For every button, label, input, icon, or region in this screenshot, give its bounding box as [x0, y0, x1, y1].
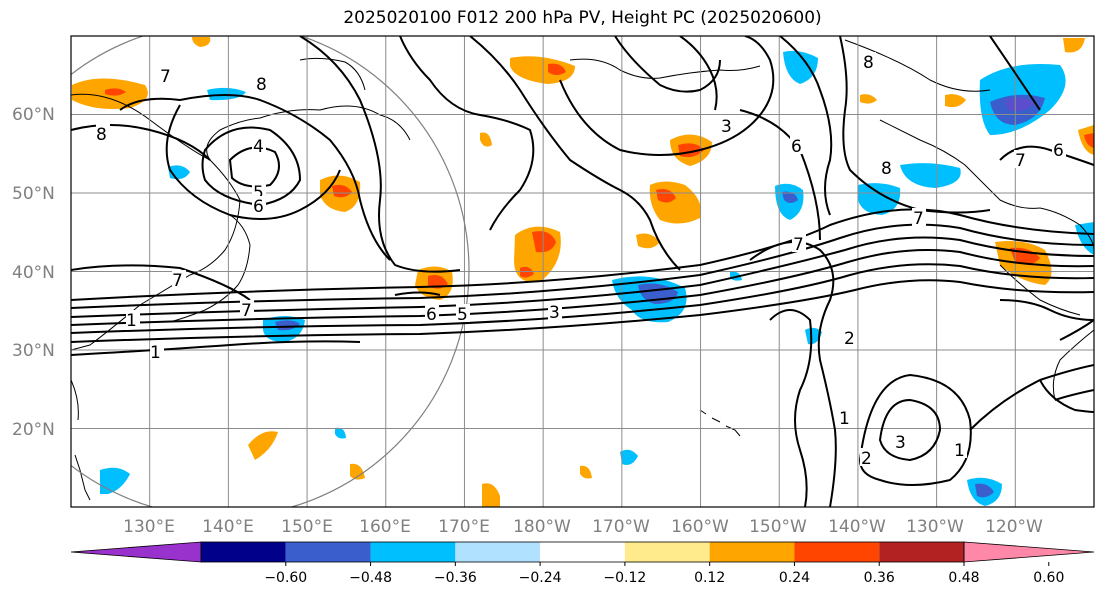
colorbar: −0.60 −0.48 −0.36 −0.24 −0.12 0.12 0.24 0.36 0.4… — [70, 541, 1095, 586]
contour-label: 7 — [913, 209, 924, 229]
contour-label: 7 — [793, 235, 804, 255]
contour-label: 2 — [844, 329, 855, 349]
contour-label: 3 — [549, 303, 560, 323]
colorbar-cell — [370, 542, 456, 562]
contour-label: 7 — [160, 67, 171, 87]
colorbar-tick-label: −0.12 — [603, 570, 646, 586]
lon-tick-label: 160°E — [359, 517, 411, 537]
colorbar-cell — [540, 542, 625, 562]
lon-tick-label: 140°W — [828, 517, 886, 537]
lon-tick-label: 180°W — [513, 517, 571, 537]
contour-label: 7 — [1015, 151, 1026, 171]
reference-circle — [71, 36, 470, 507]
colorbar-extend-max — [963, 541, 1095, 563]
colorbar-cell — [624, 542, 710, 562]
contour-label: 3 — [895, 433, 906, 453]
pv-shading — [72, 37, 1094, 507]
latitude-labels: 60°N 50°N 40°N 30°N 20°N — [12, 105, 55, 440]
map-frame — [70, 35, 1095, 508]
chart-title: 2025020100 F012 200 hPa PV, Height PC (2… — [343, 8, 822, 28]
contour-label: 2 — [861, 449, 872, 469]
contour-label: 1 — [126, 311, 137, 331]
gridlines — [71, 36, 1094, 507]
contour-label: 8 — [256, 75, 267, 95]
lon-tick-label: 170°W — [592, 517, 650, 537]
colorbar-tick-label: 0.36 — [864, 570, 895, 586]
lon-tick-label: 130°W — [906, 517, 964, 537]
colorbar-cell — [201, 542, 286, 562]
lat-tick-label: 30°N — [12, 341, 55, 361]
height-contours — [71, 36, 1094, 507]
colorbar-tick-label: −0.24 — [519, 570, 562, 586]
longitude-labels: 130°E 140°E 150°E 160°E 170°E 180°W 170°… — [123, 517, 1043, 537]
lon-tick-label: 150°E — [281, 517, 333, 537]
contour-label: 4 — [253, 137, 264, 157]
lat-tick-label: 50°N — [12, 184, 55, 204]
contour-label: 6 — [253, 197, 264, 217]
contour-label: 6 — [791, 137, 802, 157]
lon-tick-label: 140°E — [202, 517, 254, 537]
colorbar-tick-label: −0.48 — [349, 570, 392, 586]
colorbar-tick-label: −0.60 — [264, 570, 307, 586]
colorbar-outline — [200, 541, 965, 563]
colorbar-cell — [794, 542, 880, 562]
colorbar-cell — [285, 542, 371, 562]
colorbar-tick-label: 0.24 — [779, 570, 810, 586]
lat-tick-label: 40°N — [12, 263, 55, 283]
contour-label: 5 — [457, 305, 468, 325]
colorbar-tick-label: 0.12 — [694, 570, 725, 586]
lat-tick-label: 60°N — [12, 105, 55, 125]
colorbar-extend-min — [70, 541, 202, 563]
contour-label: 8 — [96, 125, 107, 145]
colorbar-tick-label: −0.36 — [434, 570, 477, 586]
contour-label: 6 — [426, 305, 437, 325]
contour-label: 3 — [721, 117, 732, 137]
lat-tick-label: 20°N — [12, 420, 55, 440]
lon-tick-label: 170°E — [438, 517, 490, 537]
contour-label: 8 — [881, 159, 892, 179]
contour-label: 1 — [150, 343, 161, 363]
lon-tick-label: 130°E — [123, 517, 175, 537]
colorbar-tick-label: 0.60 — [1033, 570, 1064, 586]
colorbar-cell — [879, 542, 964, 562]
contour-label: 7 — [241, 301, 252, 321]
colorbar-tick-label: 0.48 — [948, 570, 979, 586]
contour-labels: 7 8 8 4 5 6 7 7 1 1 6 5 3 3 — [96, 52, 1066, 469]
contour-label: 5 — [253, 183, 264, 203]
lon-tick-label: 150°W — [749, 517, 807, 537]
contour-label: 1 — [954, 441, 965, 461]
contour-label: 8 — [863, 53, 874, 73]
lon-tick-label: 120°W — [985, 517, 1043, 537]
contour-label: 1 — [839, 409, 850, 429]
colorbar-cell — [709, 542, 795, 562]
lon-tick-label: 160°W — [671, 517, 729, 537]
contour-label: 6 — [1053, 141, 1064, 161]
contour-label: 7 — [172, 271, 183, 291]
colorbar-cell — [455, 542, 541, 562]
